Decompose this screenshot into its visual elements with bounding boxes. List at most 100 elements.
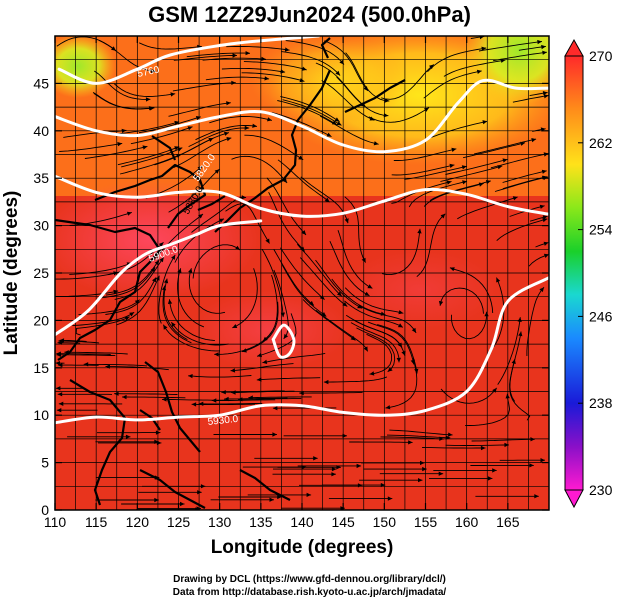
- streamline-arrowhead: [497, 165, 503, 170]
- streamline-arrowhead: [411, 327, 417, 333]
- streamline-arrowhead: [197, 490, 202, 495]
- streamline-arrowhead: [331, 120, 337, 125]
- streamline-arrowhead: [148, 106, 154, 111]
- streamline-arrowhead: [284, 47, 290, 52]
- colorbar-tick-label: 238: [589, 395, 613, 411]
- streamline-arrowhead: [500, 58, 506, 63]
- streamline: [130, 126, 193, 145]
- streamline: [497, 317, 521, 385]
- streamline: [490, 153, 549, 169]
- streamline-arrowhead: [408, 440, 413, 445]
- streamline: [280, 247, 325, 300]
- streamline-arrowhead: [397, 323, 403, 328]
- streamline-arrowhead: [373, 141, 379, 146]
- streamline-arrowhead: [272, 432, 277, 437]
- streamline-arrowhead: [280, 312, 285, 318]
- streamline-arrowhead: [177, 147, 183, 152]
- streamline: [368, 107, 430, 123]
- streamline-arrowhead: [219, 218, 224, 223]
- streamline: [423, 70, 482, 99]
- streamline-arrowhead: [337, 291, 342, 297]
- streamline-arrowhead: [267, 117, 272, 122]
- streamline-arrowhead: [55, 361, 60, 366]
- streamline-arrowhead: [282, 178, 288, 183]
- streamline: [92, 92, 154, 110]
- streamline-arrowhead: [57, 362, 63, 368]
- streamline: [214, 330, 273, 355]
- height-contour: [55, 174, 549, 218]
- streamline: [188, 127, 250, 148]
- streamline-arrowhead: [208, 138, 214, 142]
- x-tick-label: 135: [249, 514, 273, 530]
- streamline-arrowhead: [231, 80, 236, 85]
- streamline-arrowhead: [221, 390, 226, 395]
- streamline-arrowhead: [155, 430, 161, 435]
- streamline-arrowhead: [230, 368, 236, 373]
- streamline: [117, 146, 180, 166]
- streamline: [205, 76, 270, 81]
- streamline-arrowhead: [167, 299, 173, 304]
- streamline-arrowhead: [301, 230, 306, 235]
- streamline-arrowhead: [122, 394, 127, 400]
- colorbar: 270 262 254 246 238 230: [564, 38, 613, 509]
- streamline-arrowhead: [261, 56, 266, 62]
- streamline-arrowhead: [451, 147, 457, 152]
- colorbar-top-arrow: [564, 38, 584, 57]
- streamline: [243, 61, 307, 71]
- streamline: [285, 40, 345, 65]
- streamline: [72, 311, 135, 327]
- y-tick-label: 35: [33, 170, 49, 186]
- streamline: [493, 51, 547, 62]
- streamline: [427, 47, 487, 73]
- x-axis-label: Longitude (degrees): [210, 537, 394, 558]
- streamline: [173, 137, 232, 169]
- streamline-arrowhead: [401, 350, 406, 356]
- y-tick-label: 15: [33, 360, 49, 376]
- streamline-arrowhead: [301, 66, 307, 71]
- streamline-arrowhead: [502, 158, 508, 163]
- streamline-arrowhead: [214, 352, 219, 357]
- hot-region-central: [190, 290, 350, 370]
- streamline-arrowhead: [232, 324, 238, 328]
- streamline: [457, 196, 518, 220]
- streamline-arrowhead: [129, 312, 135, 317]
- streamline-arrowhead: [363, 86, 368, 91]
- streamline-arrowhead: [154, 475, 160, 480]
- streamline-arrowhead: [384, 98, 390, 103]
- streamline-arrowhead: [313, 456, 318, 461]
- streamline-arrowhead: [417, 228, 422, 234]
- streamline: [493, 277, 505, 347]
- streamline-arrowhead: [542, 218, 548, 223]
- streamline-arrowhead: [56, 408, 62, 413]
- streamline: [352, 319, 406, 356]
- streamline-arrowhead: [542, 215, 548, 220]
- streamline-arrowhead: [504, 442, 509, 448]
- x-tick-label: 145: [331, 514, 355, 530]
- streamline: [281, 264, 327, 317]
- streamline-arrowhead: [449, 163, 455, 168]
- streamline-arrowhead: [438, 300, 444, 306]
- credit-line-dcl: Drawing by DCL (https://www.gfd-dennou.o…: [173, 574, 446, 585]
- streamline: [502, 170, 547, 183]
- colorbar-tick-label: 254: [589, 222, 613, 238]
- streamline-arrowhead: [245, 51, 250, 56]
- streamline-arrowhead: [367, 284, 373, 289]
- y-axis-label: Latitude (degrees): [1, 190, 22, 356]
- streamline: [56, 36, 117, 52]
- streamline: [114, 257, 165, 300]
- streamline: [188, 268, 226, 314]
- streamline-arrowhead: [422, 466, 427, 472]
- streamline: [315, 309, 369, 352]
- streamline-arrowhead: [244, 125, 250, 131]
- streamline-arrowhead: [543, 94, 549, 99]
- streamline: [69, 211, 132, 226]
- streamline-arrowhead: [248, 395, 253, 400]
- streamline-arrowhead: [198, 401, 204, 406]
- streamline-arrowhead: [364, 291, 370, 296]
- streamline: [188, 375, 252, 378]
- streamline-arrowhead: [262, 359, 268, 364]
- x-tick-label: 120: [126, 514, 150, 530]
- streamline: [209, 115, 273, 124]
- streamline-arrowhead: [505, 393, 510, 399]
- colorbar-tick-label: 262: [589, 135, 613, 151]
